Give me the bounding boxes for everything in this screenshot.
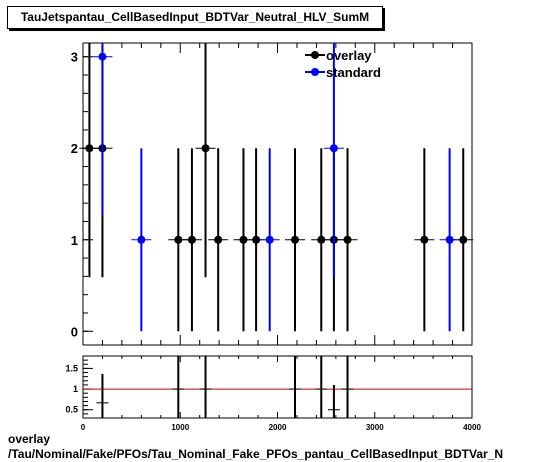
main-standard-point (329, 144, 338, 153)
ratio-x-tick-label: 3000 (366, 423, 384, 430)
main-overlay-point (317, 235, 326, 244)
ratio-y-tick-label: 1 (73, 384, 78, 394)
main-y-tick-label: 2 (71, 141, 78, 156)
main-overlay-point (85, 144, 94, 153)
ratio-x-tick-label: 1000 (171, 423, 189, 430)
footer-line-2: /Tau/Nominal/Fake/PFOs/Tau_Nominal_Fake_… (8, 447, 504, 461)
main-overlay-point (459, 235, 468, 244)
main-overlay-point (252, 235, 261, 244)
main-overlay-point (174, 235, 183, 244)
main-standard-point (265, 235, 274, 244)
legend-overlay-marker (311, 51, 319, 59)
chart-title: TauJetspantau_CellBasedInput_BDTVar_Neut… (20, 10, 370, 24)
legend-standard-label: standard (326, 65, 381, 80)
main-overlay-point (239, 235, 248, 244)
title-box: TauJetspantau_CellBasedInput_BDTVar_Neut… (7, 6, 383, 29)
ratio-x-tick-label: 4000 (463, 423, 481, 430)
main-standard-point (445, 235, 454, 244)
main-overlay-point (201, 144, 210, 153)
main-standard-point (98, 52, 107, 61)
main-overlay-point (187, 235, 196, 244)
main-overlay-point (420, 235, 429, 244)
main-overlay-point (214, 235, 223, 244)
ratio-x-tick-label: 2000 (269, 423, 287, 430)
main-overlay-point (343, 235, 352, 244)
ratio-x-tick-label: 0 (81, 423, 86, 430)
ratio-y-tick-label: 1.5 (65, 363, 78, 373)
footer-line-1: overlay (8, 432, 51, 446)
main-y-tick-label: 0 (71, 324, 78, 339)
ratio-frame (82, 355, 473, 419)
main-y-tick-label: 1 (71, 233, 78, 248)
main-y-tick-label: 3 (71, 50, 78, 65)
chart-canvas: 0 1 2 3 overlay standard 0.5 1 1.5 0 1000 2000 3000 4… (65, 42, 481, 430)
ratio-y-tick-label: 0.5 (65, 405, 78, 415)
main-overlay-point (291, 235, 300, 244)
legend-standard-marker (311, 68, 319, 76)
legend-overlay-label: overlay (326, 48, 372, 63)
main-standard-point (137, 235, 146, 244)
